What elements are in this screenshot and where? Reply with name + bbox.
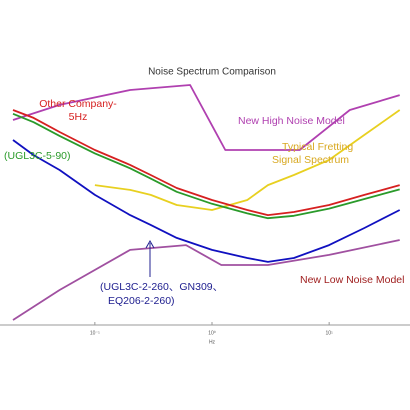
- annotations: Other Company- 5Hz (UGL3C-5-90) New High…: [4, 98, 404, 307]
- annotation-arrow-head: [145, 239, 155, 249]
- series-line: [12, 109, 400, 216]
- series-line: [12, 239, 400, 321]
- plot-area: 10⁻¹ 10⁰ 10¹: [12, 84, 401, 336]
- annotation: Typical Fretting: [282, 141, 353, 153]
- x-tick-label: 10⁻¹: [90, 330, 100, 336]
- series-line: [12, 112, 400, 220]
- series-line: [94, 109, 401, 211]
- annotation: Other Company-: [39, 98, 117, 110]
- annotation: 5Hz: [69, 111, 88, 123]
- chart-title: Noise Spectrum Comparison: [148, 67, 276, 78]
- series-line: [12, 84, 400, 151]
- annotation: Signal Spectrum: [272, 154, 349, 166]
- annotation: New High Noise Model: [238, 115, 345, 127]
- x-axis-label: Hz: [209, 339, 216, 345]
- series-line: [12, 139, 401, 263]
- x-tick-label: 10¹: [326, 330, 334, 336]
- annotation: (UGL3C-2-260、GN309、: [100, 281, 223, 293]
- annotation: New Low Noise Model: [300, 274, 404, 286]
- annotation: EQ206-2-260): [108, 295, 175, 307]
- annotation: (UGL3C-5-90): [4, 150, 71, 162]
- x-tick-label: 10⁰: [208, 330, 216, 336]
